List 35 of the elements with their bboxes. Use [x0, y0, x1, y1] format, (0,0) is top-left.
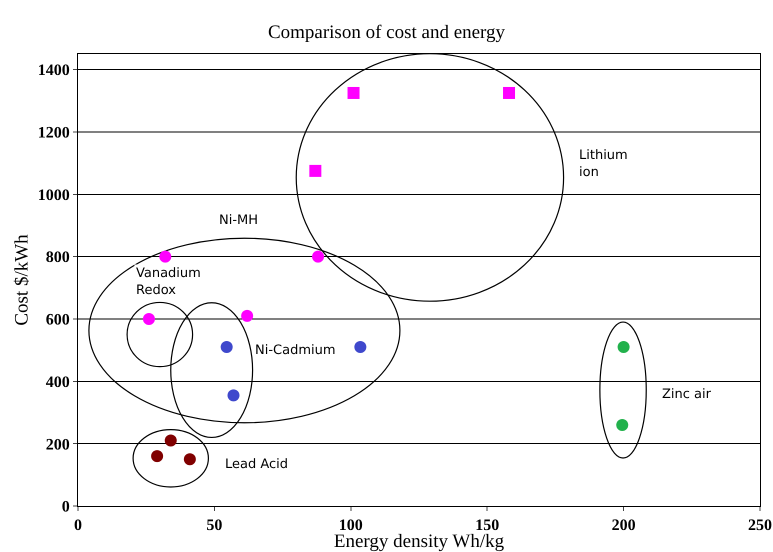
annotation: Zinc air [662, 387, 712, 402]
point [164, 434, 177, 447]
point [616, 418, 628, 431]
point [228, 389, 240, 402]
point [348, 86, 360, 99]
point [220, 341, 233, 354]
y-tick-label: 800 [46, 249, 70, 266]
point [354, 341, 366, 354]
y-axis-title: Cost $/kWh [12, 234, 33, 326]
y-tick-label: 200 [46, 436, 70, 454]
point [312, 250, 324, 263]
y-tick-label: 600 [46, 312, 70, 329]
y-tick-label: 1000 [38, 186, 70, 204]
x-tick-label: 50 [206, 517, 222, 534]
x-tick-label: 0 [74, 517, 82, 534]
point [503, 86, 516, 99]
annotation: Ni-MH [219, 213, 258, 228]
y-tick-label: 1200 [38, 124, 70, 142]
point [618, 341, 630, 354]
annotation: Lead Acid [225, 457, 288, 472]
point [241, 310, 254, 322]
x-tick-label: 250 [748, 517, 772, 534]
point [151, 450, 164, 462]
annotation: Ni-Cadmium [255, 343, 336, 358]
point [184, 453, 196, 466]
y-tick-label: 400 [46, 374, 70, 391]
chart-title: Comparison of cost and energy [268, 22, 506, 44]
y-tick-label: 0 [62, 498, 70, 516]
y-tick-label: 1400 [38, 62, 70, 80]
point [159, 250, 172, 263]
annotation: Vanadium Redox [136, 266, 201, 298]
point [309, 164, 322, 177]
annotation: Lithium ion [579, 148, 628, 180]
point [142, 312, 155, 325]
x-tick-label: 200 [612, 517, 636, 534]
